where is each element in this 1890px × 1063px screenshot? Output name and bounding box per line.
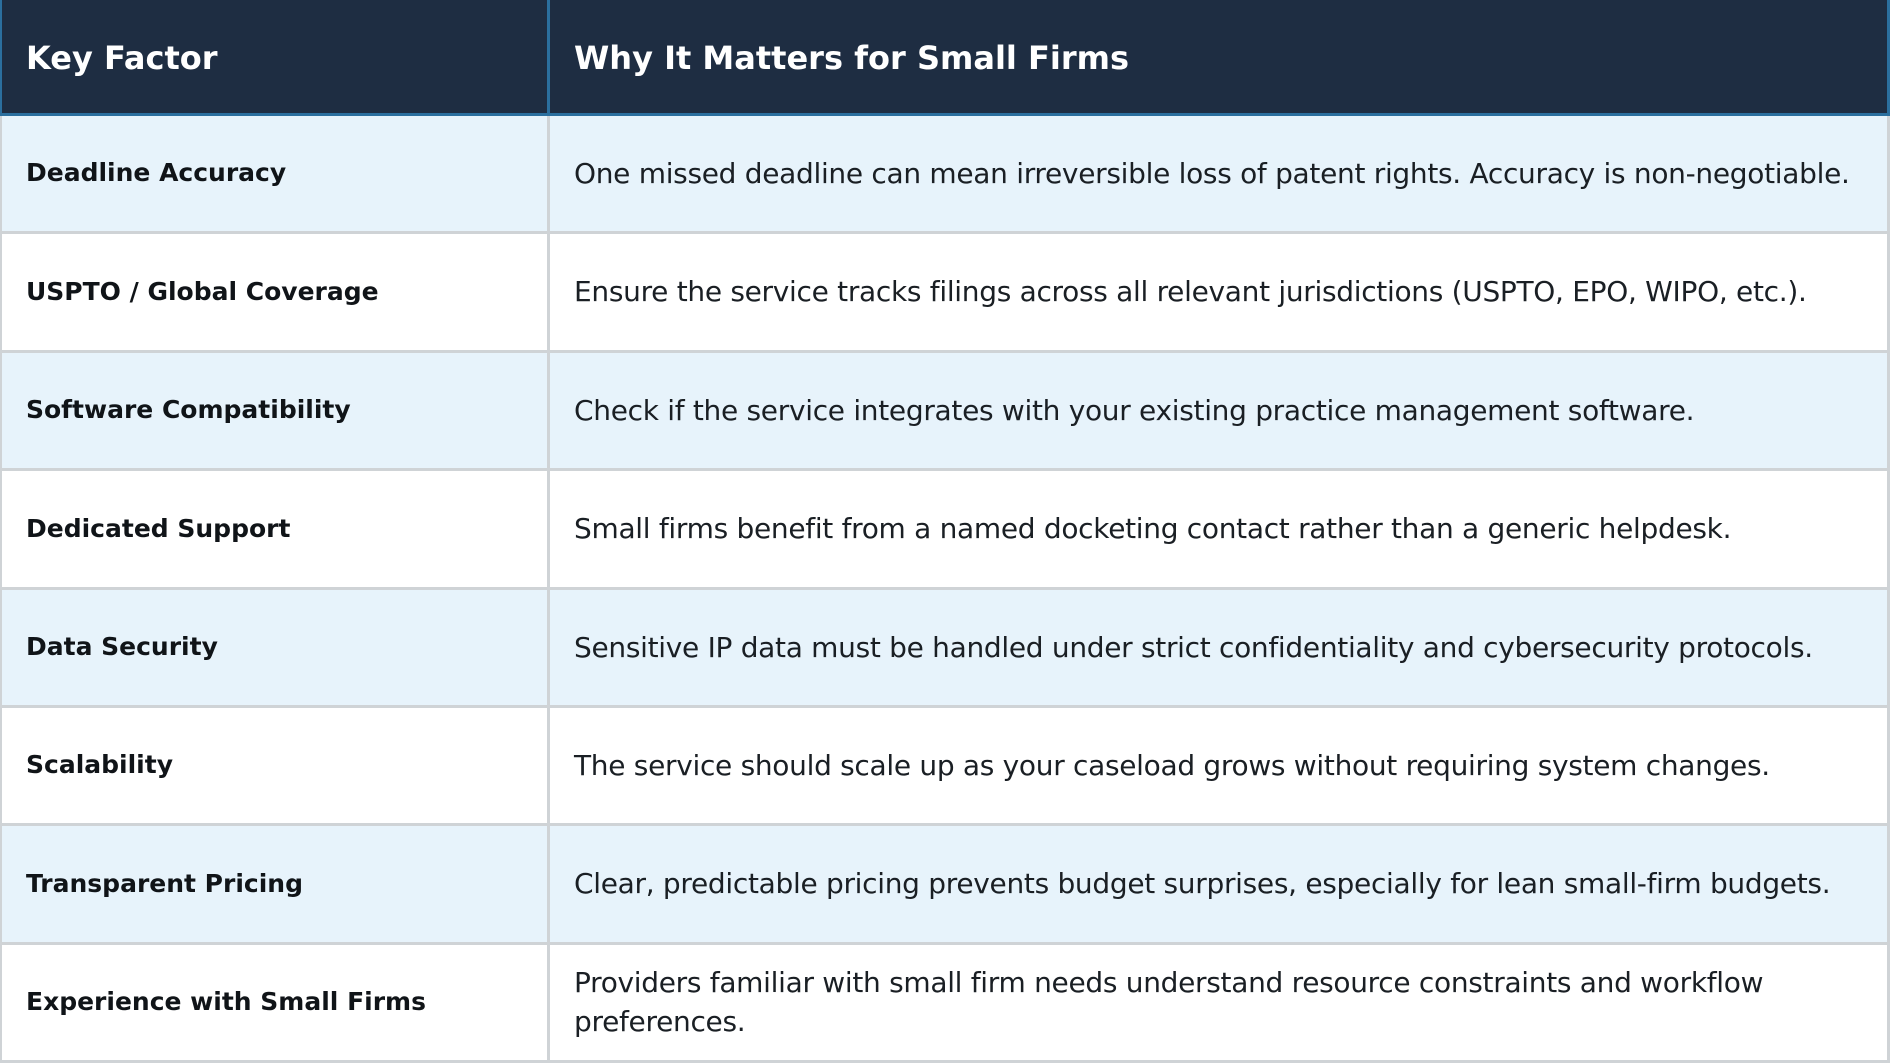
table-row-cell-description: Small firms benefit from a named docketi…	[550, 471, 1890, 590]
column-header-key-factor: Key Factor	[0, 0, 550, 116]
key-factor-label: Experience with Small Firms	[26, 987, 426, 1017]
factor-description: The service should scale up as your case…	[574, 748, 1770, 782]
table-row-cell-description: Clear, predictable pricing prevents budg…	[550, 826, 1890, 945]
table-row-cell-description: Ensure the service tracks filings across…	[550, 234, 1890, 353]
table-row-cell-factor: Scalability	[0, 707, 550, 827]
table-row-cell-factor: Experience with Small Firms	[0, 944, 550, 1063]
key-factor-label: Deadline Accuracy	[26, 158, 287, 188]
table-row-cell-factor: USPTO / Global Coverage	[0, 234, 550, 353]
key-factor-label: Data Security	[26, 631, 218, 661]
table-row-cell-description: Sensitive IP data must be handled under …	[550, 589, 1890, 708]
key-factor-label: Software Compatibility	[26, 395, 351, 425]
table-row-cell-description: The service should scale up as your case…	[550, 707, 1890, 827]
table-row-cell-factor: Dedicated Support	[0, 471, 550, 590]
column-header-label: Why It Matters for Small Firms	[574, 38, 1130, 77]
key-factor-label: USPTO / Global Coverage	[26, 276, 379, 306]
factor-description: Small firms benefit from a named docketi…	[574, 512, 1732, 546]
key-factor-label: Transparent Pricing	[26, 868, 303, 898]
table-row-cell-description: One missed deadline can mean irreversibl…	[550, 116, 1890, 235]
factor-description: Sensitive IP data must be handled under …	[574, 630, 1813, 664]
factor-description: Ensure the service tracks filings across…	[574, 275, 1807, 309]
table-row-cell-factor: Data Security	[0, 589, 550, 708]
column-header-label: Key Factor	[26, 38, 218, 77]
key-factor-label: Dedicated Support	[26, 513, 291, 543]
table-row-cell-factor: Deadline Accuracy	[0, 116, 550, 235]
table-row-cell-factor: Transparent Pricing	[0, 826, 550, 945]
column-header-why-it-matters: Why It Matters for Small Firms	[550, 0, 1890, 116]
factor-description: Providers familiar with small firm needs…	[574, 966, 1764, 1039]
factor-description: One missed deadline can mean irreversibl…	[574, 157, 1850, 191]
table-row-cell-description: Check if the service integrates with you…	[550, 352, 1890, 472]
factor-description: Check if the service integrates with you…	[574, 393, 1695, 427]
table-row-cell-factor: Software Compatibility	[0, 352, 550, 472]
key-factor-label: Scalability	[26, 750, 173, 780]
factor-description: Clear, predictable pricing prevents budg…	[574, 867, 1831, 901]
table-row-cell-description: Providers familiar with small firm needs…	[550, 944, 1890, 1063]
